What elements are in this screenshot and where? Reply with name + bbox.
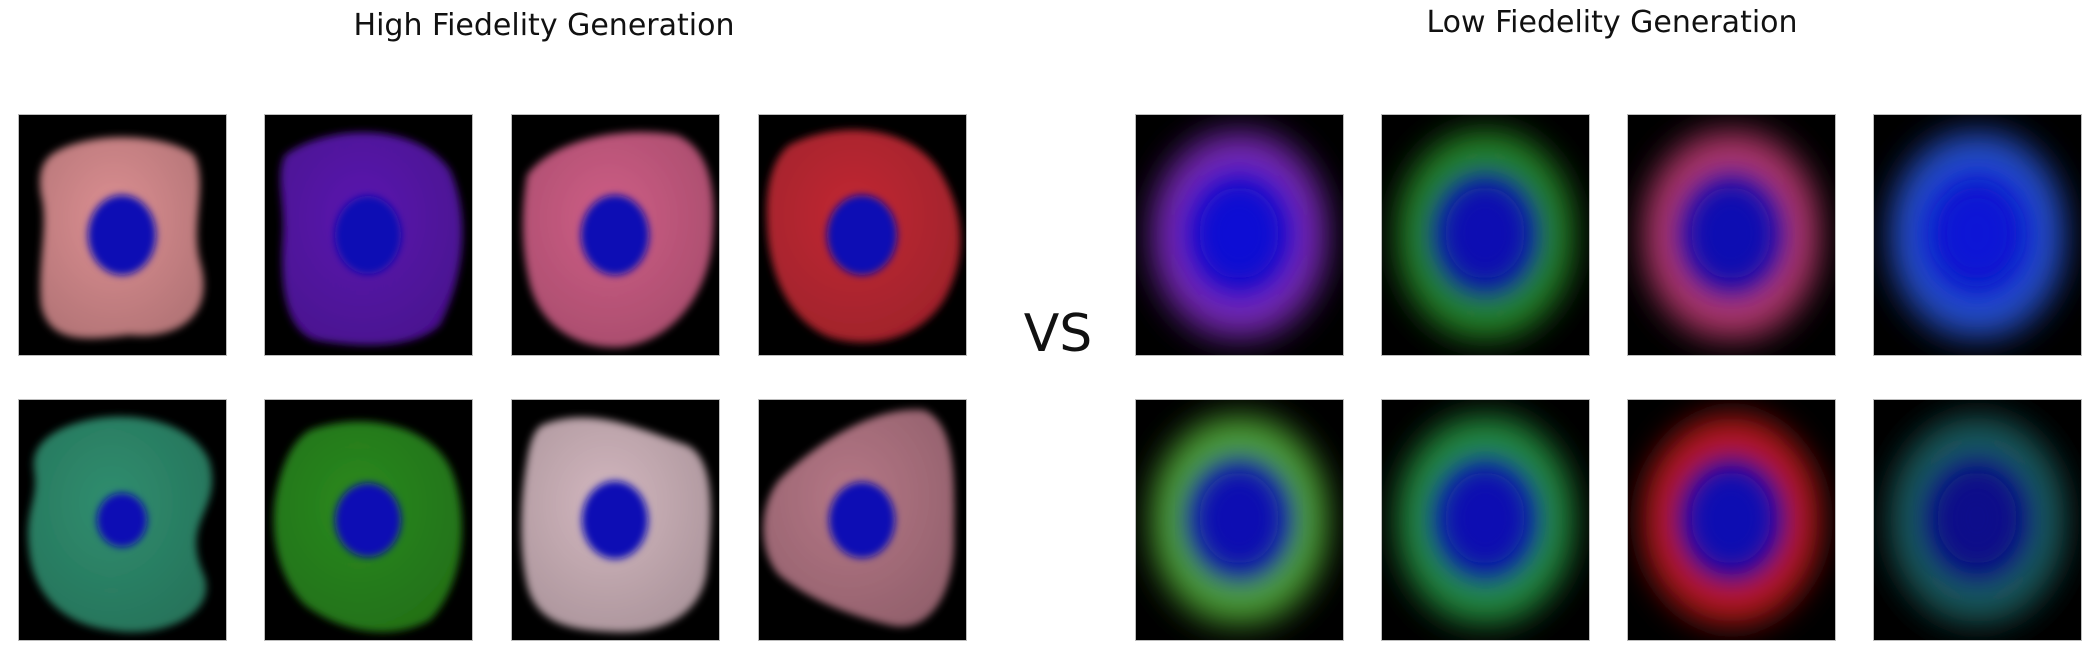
cell-nucleus [335, 483, 401, 557]
high-fidelity-cell-1-1 [19, 115, 226, 355]
cell-nucleus [1199, 472, 1279, 564]
low-fidelity-cell-2-2-image [1392, 410, 1579, 630]
high-fidelity-cell-1-4-image [766, 130, 961, 343]
high-fidelity-cell-2-1-image [27, 416, 213, 633]
high-fidelity-cell-2-3 [512, 400, 719, 640]
high-fidelity-cell-1-1-image [39, 137, 204, 339]
high-fidelity-cell-2-2 [265, 400, 472, 640]
low-fidelity-cell-1-4-image [1884, 125, 2071, 345]
cell-nucleus [829, 482, 895, 558]
cell-nucleus [1937, 187, 2017, 279]
low-fidelity-cell-2-2 [1382, 400, 1589, 640]
cell-nucleus [1199, 187, 1279, 279]
low-fidelity-cell-2-1 [1136, 400, 1343, 640]
high-fidelity-cell-1-2 [265, 115, 472, 355]
cell-nucleus [1691, 472, 1771, 564]
high-fidelity-cell-2-4 [759, 400, 966, 640]
low-fidelity-cell-2-3-image [1638, 410, 1825, 630]
low-fidelity-cell-1-2-image [1392, 125, 1579, 345]
low-fidelity-cell-1-2 [1382, 115, 1589, 355]
cell-nucleus [1937, 472, 2017, 564]
cell-nucleus [1445, 472, 1525, 564]
cell-nucleus [1445, 187, 1525, 279]
low-fidelity-cell-2-3 [1628, 400, 1835, 640]
cell-nucleus [581, 195, 649, 275]
high-fidelity-cell-2-3-image [521, 417, 711, 633]
high-fidelity-cell-2-1 [19, 400, 226, 640]
high-fidelity-cell-1-3 [512, 115, 719, 355]
cell-nucleus [582, 481, 648, 559]
low-fidelity-cell-1-1 [1136, 115, 1343, 355]
high-fidelity-cell-2-2-image [273, 421, 462, 632]
low-fidelity-cell-1-3-image [1638, 125, 1825, 345]
cell-nucleus [97, 493, 147, 547]
low-fidelity-cell-1-1-image [1146, 125, 1333, 345]
high-fidelity-cell-1-3-image [522, 131, 714, 348]
low-fidelity-cell-2-4 [1874, 400, 2081, 640]
low-fidelity-cell-2-1-image [1146, 410, 1333, 630]
low-fidelity-cell-1-3 [1628, 115, 1835, 355]
low-fidelity-cell-1-4 [1874, 115, 2081, 355]
cell-nucleus [88, 195, 156, 275]
low-fidelity-heading: Low Fiedelity Generation [1426, 5, 1798, 40]
cell-nucleus [335, 196, 401, 274]
high-fidelity-cell-1-2-image [280, 132, 463, 345]
low-fidelity-cell-2-4-image [1884, 410, 2071, 630]
high-fidelity-cell-2-4-image [763, 409, 955, 627]
cell-nucleus [1691, 187, 1771, 279]
vs-label: VS [1023, 304, 1093, 364]
high-fidelity-cell-1-4 [759, 115, 966, 355]
high-fidelity-heading: High Fiedelity Generation [353, 8, 735, 43]
cell-nucleus [827, 195, 897, 275]
